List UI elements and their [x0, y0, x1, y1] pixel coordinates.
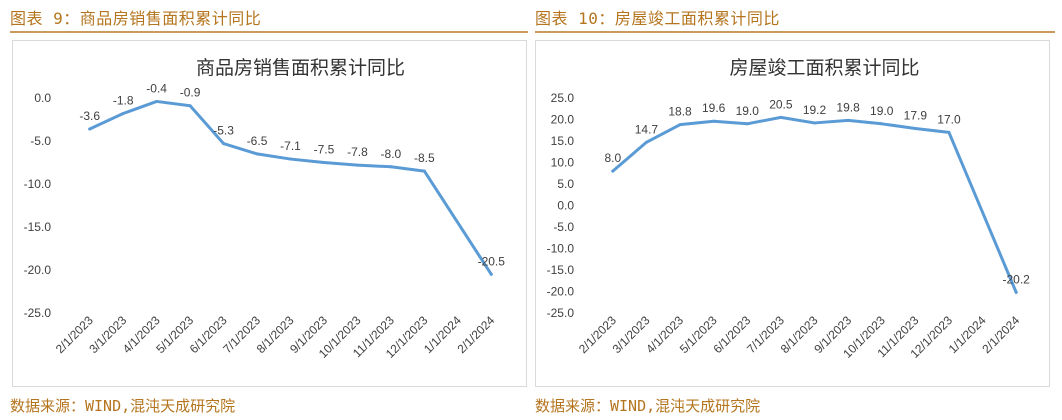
data-label: 19.0: [736, 104, 760, 118]
data-label: -3.6: [79, 109, 100, 123]
y-tick-label: 5.0: [557, 177, 574, 191]
data-label: 17.9: [904, 109, 928, 123]
chart-panel-left: 商品房销售面积累计同比 0.0 -5.0 -10.0 -15.0 -20.0 -25.0 2/…: [12, 40, 527, 387]
data-point: [422, 169, 426, 173]
chart-title: 商品房销售面积累计同比: [196, 57, 405, 79]
data-point: [678, 123, 682, 127]
y-tick-label: -5.0: [553, 220, 574, 234]
data-label: -5.3: [213, 124, 234, 138]
x-tick-label: 2/1/2024: [454, 313, 497, 356]
series-line: [611, 115, 1018, 294]
data-point: [813, 121, 816, 125]
data-point: [155, 99, 159, 103]
data-label: 17.0: [937, 112, 961, 126]
data-point: [644, 140, 648, 144]
y-tick-label: 20.0: [551, 113, 575, 127]
data-point: [289, 157, 292, 161]
data-point: [611, 169, 615, 173]
data-point: [712, 119, 716, 123]
data-point: [913, 127, 917, 131]
figure-caption-left: 图表 9：商品房销售面积累计同比: [10, 9, 262, 28]
data-point: [745, 122, 749, 126]
chart-title: 房屋竣工面积累计同比: [729, 57, 919, 79]
data-label: 19.2: [803, 103, 827, 117]
y-tick-label: 15.0: [551, 134, 575, 148]
y-tick-label: -25.0: [547, 306, 575, 320]
y-tick-label: -15.0: [24, 220, 52, 234]
data-point: [222, 142, 226, 146]
data-point: [355, 163, 359, 167]
data-label: 19.0: [870, 104, 894, 118]
chart-panel-right: 房屋竣工面积累计同比 25.0 20.0 15.0 10.0 5.0 0.0 -5.0 -10.…: [535, 40, 1050, 387]
figure-caption-right: 图表 10：房屋竣工面积累计同比: [535, 9, 780, 28]
data-label: -20.5: [478, 254, 506, 268]
y-tick-label: 10.0: [551, 156, 575, 170]
data-label: -7.5: [314, 143, 335, 157]
y-tick-label: -10.0: [24, 177, 52, 191]
data-label: -20.2: [1003, 272, 1031, 286]
y-tick-label: -5.0: [30, 134, 51, 148]
data-point: [880, 122, 884, 126]
data-label: 8.0: [604, 151, 621, 165]
data-label: -8.0: [381, 147, 402, 161]
data-point: [1014, 290, 1018, 294]
data-label: -7.1: [280, 139, 301, 153]
data-label: 19.8: [836, 100, 860, 114]
source-note-left: 数据来源：WIND,混沌天成研究院: [10, 397, 236, 415]
data-point: [88, 127, 92, 131]
data-label: -0.9: [180, 86, 201, 100]
y-tick-label: -20.0: [24, 263, 52, 277]
data-point: [188, 104, 192, 108]
data-label: -0.4: [146, 81, 167, 95]
data-point: [779, 115, 783, 119]
sales-area-chart: 商品房销售面积累计同比 0.0 -5.0 -10.0 -15.0 -20.0 -25.0 2/…: [24, 57, 506, 361]
y-tick-label: 0.0: [34, 91, 51, 105]
data-label: -7.8: [347, 145, 368, 159]
y-tick-label: -20.0: [547, 285, 575, 299]
y-tick-label: -25.0: [24, 306, 52, 320]
data-label: 14.7: [635, 122, 659, 136]
y-tick-label: 25.0: [551, 91, 575, 105]
data-point: [322, 161, 326, 164]
caption-rule-left: [10, 31, 528, 33]
data-label: -8.5: [414, 151, 435, 165]
data-label: -1.8: [113, 93, 134, 107]
data-point: [947, 130, 951, 134]
data-point: [389, 165, 393, 169]
data-point: [255, 152, 259, 156]
data-label: 20.5: [769, 97, 793, 111]
y-tick-label: 0.0: [557, 199, 574, 213]
data-label: 18.8: [668, 105, 692, 119]
data-point: [846, 118, 850, 122]
y-tick-label: -10.0: [547, 242, 575, 256]
series-line: [88, 99, 493, 276]
y-tick-label: -15.0: [547, 263, 575, 277]
x-tick-label: 2/1/2024: [979, 313, 1022, 356]
source-note-right: 数据来源：WIND,混沌天成研究院: [535, 397, 761, 415]
data-label: -6.5: [247, 134, 268, 148]
data-label: 19.6: [702, 101, 726, 115]
data-point: [489, 272, 493, 276]
data-point: [121, 111, 125, 115]
completion-area-chart: 房屋竣工面积累计同比 25.0 20.0 15.0 10.0 5.0 0.0 -5.0 -10.…: [547, 57, 1031, 361]
caption-rule-right: [535, 31, 1055, 33]
